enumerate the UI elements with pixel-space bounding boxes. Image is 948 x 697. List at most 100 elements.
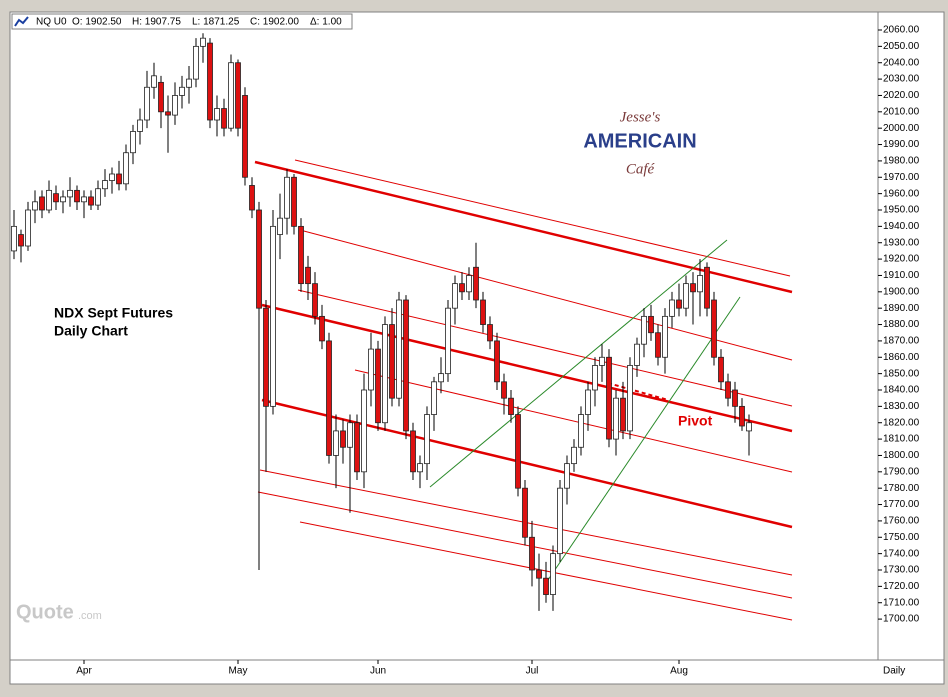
candle-body <box>123 152 129 185</box>
y-tick-label: 1730.00 <box>883 565 920 576</box>
candle-body <box>319 315 325 342</box>
candle-body <box>634 343 640 366</box>
high-value: H: 1907.75 <box>132 17 181 28</box>
candle-body <box>305 266 311 285</box>
candle-body <box>347 422 353 448</box>
candle-body <box>410 430 416 473</box>
y-tick-label: 1760.00 <box>883 516 920 527</box>
y-tick-label: 1710.00 <box>883 597 920 608</box>
candle-body <box>669 299 675 317</box>
pivot-line <box>607 382 669 401</box>
y-tick-label: 1990.00 <box>883 139 920 150</box>
candle-body <box>480 299 486 325</box>
y-tick-label: 1800.00 <box>883 450 920 461</box>
watermark: Quote <box>16 601 74 623</box>
y-tick-label: 1950.00 <box>883 205 920 216</box>
candle-body <box>536 569 542 579</box>
y-tick-label: 2030.00 <box>883 74 920 85</box>
candle-body <box>270 225 276 407</box>
candle-body <box>53 193 59 203</box>
candle-body <box>137 119 143 132</box>
candle-body <box>382 324 388 424</box>
candle-body <box>11 225 17 252</box>
logo-text: Café <box>626 161 656 177</box>
candle-body <box>179 86 185 96</box>
candle-body <box>396 299 402 399</box>
candle-body <box>214 108 220 121</box>
y-tick-label: 1920.00 <box>883 254 920 265</box>
candle-body <box>368 348 374 391</box>
y-tick-label: 1790.00 <box>883 466 920 477</box>
candle-body <box>620 397 626 432</box>
x-tick-label: Aug <box>670 666 688 677</box>
period-label: Daily <box>883 666 905 677</box>
candle-body <box>732 389 738 407</box>
candle-body <box>725 381 731 399</box>
candle-body <box>186 78 192 88</box>
candle-body <box>340 430 346 448</box>
x-tick-label: Jun <box>370 666 386 677</box>
y-tick-label: 2020.00 <box>883 90 920 101</box>
candle-body <box>613 397 619 440</box>
price-axis <box>877 11 945 661</box>
change-value: Δ: 1.00 <box>310 17 342 28</box>
candle-body <box>312 283 318 317</box>
candle-body <box>557 487 563 555</box>
close-value: C: 1902.00 <box>250 17 299 28</box>
y-tick-label: 1840.00 <box>883 385 920 396</box>
median-line <box>261 303 793 433</box>
candle-body <box>158 81 164 113</box>
y-tick-label: 1940.00 <box>883 221 920 232</box>
y-tick-label: 1900.00 <box>883 286 920 297</box>
candle-body <box>515 414 521 489</box>
candle-body <box>32 201 38 211</box>
y-tick-label: 1740.00 <box>883 548 920 559</box>
x-tick-label: May <box>229 666 248 677</box>
candle-body <box>151 75 157 88</box>
candle-body <box>172 95 178 116</box>
candle-body <box>459 283 465 293</box>
y-tick-label: 1860.00 <box>883 352 920 363</box>
y-tick-label: 2050.00 <box>883 41 920 52</box>
candle-body <box>431 381 437 415</box>
y-tick-label: 1870.00 <box>883 336 920 347</box>
candle-body <box>487 324 493 342</box>
candle-body <box>354 422 360 473</box>
candle-body <box>711 299 717 358</box>
candle-body <box>403 299 409 432</box>
x-tick-label: Apr <box>76 666 92 677</box>
y-tick-label: 2060.00 <box>883 25 920 36</box>
y-tick-label: 1960.00 <box>883 188 920 199</box>
chart-icon <box>14 16 29 27</box>
candle-body <box>291 176 297 227</box>
candle-body <box>116 173 122 185</box>
logo-text: Jesse's <box>620 109 661 125</box>
candle-body <box>200 37 206 47</box>
candle-body <box>697 275 703 293</box>
candle-body <box>263 307 269 407</box>
time-axis <box>9 659 945 685</box>
candle-body <box>466 275 472 293</box>
candle-body <box>739 405 745 427</box>
legend-header: NQ U0 O: 1902.50 H: 1907.75 L: 1871.25 C… <box>11 13 353 30</box>
candle-body <box>592 365 598 391</box>
candle-body <box>690 283 696 293</box>
symbol: NQ U0 <box>36 17 67 28</box>
candle-body <box>375 348 381 424</box>
candle-body <box>18 234 24 247</box>
candle-body <box>522 487 528 538</box>
low-value: L: 1871.25 <box>192 17 240 28</box>
candle-body <box>235 62 241 129</box>
candle-body <box>298 225 304 285</box>
candle-body <box>662 315 668 358</box>
logo-text: AMERICAIN <box>583 130 696 152</box>
y-tick-label: 2010.00 <box>883 106 920 117</box>
candle-body <box>655 332 661 358</box>
candle-body <box>39 196 45 211</box>
candle-body <box>25 209 31 247</box>
y-tick-label: 1700.00 <box>883 614 920 625</box>
header-box <box>11 13 353 30</box>
y-tick-label: 1970.00 <box>883 172 920 183</box>
y-tick-label: 1930.00 <box>883 237 920 248</box>
